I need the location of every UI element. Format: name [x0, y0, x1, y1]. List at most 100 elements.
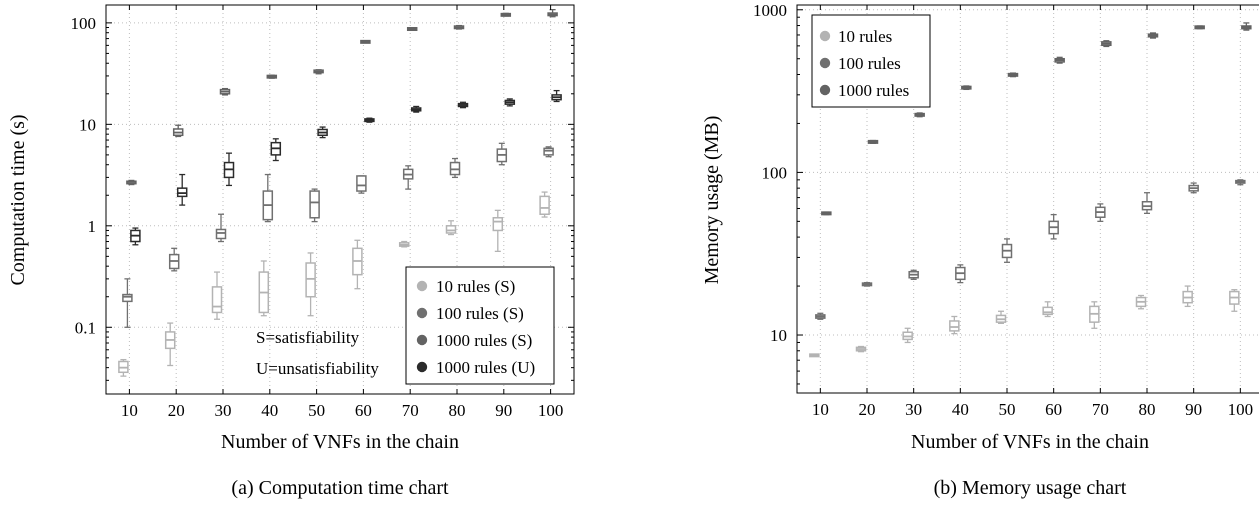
legend-marker-1000-rules-s: [416, 334, 428, 346]
box-1000-rules-s--40: [266, 74, 278, 79]
box-10-rules-40: [949, 315, 960, 335]
x-tick-label: 80: [449, 401, 466, 420]
box-100-rules-s--10: [122, 278, 133, 328]
box-1000-rules-s--100: [547, 8, 558, 18]
ticks-b: [797, 5, 1241, 393]
x-tick-label: 70: [402, 401, 419, 420]
box-iqr: [543, 147, 554, 156]
box-100-rules-60: [1048, 213, 1059, 240]
x-tick-label: 70: [1092, 400, 1109, 419]
legend-label-1000-rules-u: 1000 rules (U): [436, 358, 535, 377]
box-10-rules-s--50: [305, 252, 316, 317]
box-100-rules-s--90: [496, 142, 508, 166]
box-100-rules-s--40: [262, 173, 274, 223]
x-axis-label-b: Number of VNFs in the chain: [911, 431, 1149, 453]
box-1000-rules-50: [1007, 72, 1019, 78]
box-100-rules-90: [1188, 182, 1199, 194]
x-tick-label: 80: [1139, 400, 1156, 419]
annotation-satisfiability: S=satisfiability: [256, 328, 360, 347]
box-10-rules-s--40: [258, 260, 270, 317]
plot-frame-a: [105, 4, 575, 395]
box-10-rules-70: [1089, 301, 1100, 329]
box-10-rules-10: [809, 353, 820, 358]
legend-marker-1000-rules-u: [416, 361, 428, 373]
box-iqr: [492, 217, 504, 232]
legend-b: 10 rules 100 rules 1000 rules: [811, 14, 931, 108]
box-10-rules-50: [995, 310, 1007, 324]
box-1000-rules-20: [867, 139, 879, 144]
box-10-rules-60: [1042, 301, 1053, 318]
legend-label-100-rules: 100 rules: [838, 54, 901, 73]
box-1000-rules-s--60: [360, 39, 371, 44]
boxes-a: [118, 8, 562, 377]
box-1000-rules-u--10: [130, 227, 141, 246]
box-1000-rules-60: [1054, 56, 1065, 64]
box-100-rules-100: [1235, 179, 1246, 186]
box-1000-rules-s--70: [406, 27, 418, 32]
box-10-rules-s--30: [211, 271, 223, 320]
legend-label-1000-rules-s: 1000 rules (S): [436, 331, 532, 350]
box-iqr: [356, 175, 367, 192]
box-10-rules-s--80: [445, 220, 457, 236]
box-100-rules-50: [1001, 238, 1013, 263]
box-1000-rules-u--100: [551, 89, 562, 103]
x-tick-label: 40: [261, 401, 278, 420]
x-axis-label-a: Number of VNFs in the chain: [221, 431, 459, 453]
x-tick-label: 100: [1228, 400, 1254, 419]
ticks-a: [106, 5, 574, 394]
legend-label-10-rules: 10 rules: [838, 27, 892, 46]
box-1000-rules-u--40: [270, 138, 282, 162]
box-1000-rules-90: [1194, 25, 1205, 30]
box-iqr: [305, 262, 316, 298]
box-1000-rules-s--80: [453, 24, 465, 30]
box-1000-rules-s--90: [500, 12, 512, 17]
annotation-unsatisfiability: U=unsatisfiability: [256, 359, 379, 378]
box-1000-rules-u--60: [364, 117, 375, 123]
y-tick-label: 100: [71, 14, 97, 33]
legend-marker-10-rules-s: [416, 280, 428, 292]
box-100-rules-30: [908, 269, 919, 280]
box-10-rules-100: [1229, 289, 1240, 312]
y-tick-label: 0.1: [75, 318, 96, 337]
box-10-rules-s--60: [352, 239, 363, 290]
y-tick-label: 100: [762, 163, 788, 182]
box-1000-rules-100: [1241, 22, 1252, 31]
box-iqr: [215, 228, 227, 240]
box-10-rules-80: [1135, 294, 1147, 310]
legend-marker-10-rules: [819, 30, 831, 42]
x-tick-label: 20: [168, 401, 185, 420]
box-1000-rules-u--80: [457, 101, 469, 109]
legend-label-1000-rules: 1000 rules: [838, 81, 909, 100]
y-tick-label: 10: [770, 326, 787, 345]
box-1000-rules-u--30: [223, 152, 235, 187]
legend-marker-100-rules-s: [416, 307, 428, 319]
box-iqr: [122, 293, 133, 303]
box-10-rules-s--100: [539, 191, 550, 218]
box-100-rules-40: [955, 264, 966, 284]
box-iqr: [949, 320, 960, 332]
box-1000-rules-u--90: [504, 98, 516, 107]
box-100-rules-s--50: [309, 188, 320, 223]
plot-frame-b: [796, 4, 1259, 394]
y-axis-label-a: Computation time (s): [7, 114, 29, 285]
y-tick-label: 10: [79, 115, 96, 134]
x-tick-label: 40: [952, 400, 969, 419]
box-10-rules-s--90: [492, 209, 504, 253]
legend-label-10-rules-s: 10 rules (S): [436, 277, 515, 296]
x-tick-label: 30: [905, 400, 922, 419]
caption-b: (b) Memory usage chart: [934, 477, 1127, 499]
x-tick-label: 60: [1045, 400, 1062, 419]
box-10-rules-90: [1182, 285, 1193, 308]
box-100-rules-s--70: [402, 165, 414, 190]
x-tick-label: 30: [215, 401, 232, 420]
box-100-rules-10: [815, 312, 826, 320]
box-100-rules-70: [1095, 203, 1106, 223]
box-1000-rules-s--30: [219, 87, 231, 96]
box-iqr: [445, 225, 457, 234]
legend-box-a: [405, 266, 555, 385]
box-10-rules-s--20: [164, 322, 176, 367]
x-tick-label: 90: [495, 401, 512, 420]
box-100-rules-s--100: [543, 146, 554, 158]
box-1000-rules-s--50: [313, 69, 324, 75]
